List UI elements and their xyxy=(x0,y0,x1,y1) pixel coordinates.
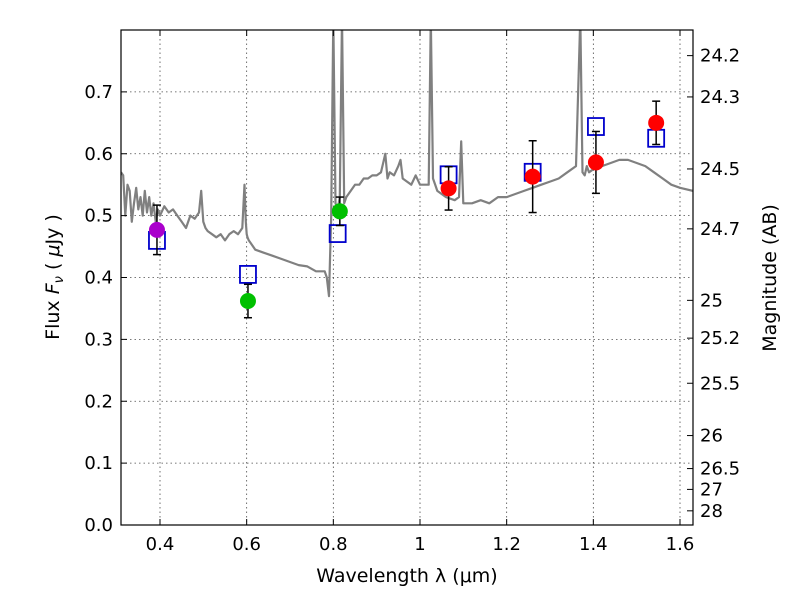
y-tick-label: 0.3 xyxy=(84,329,113,350)
x-tick-label: 1 xyxy=(414,534,425,555)
magnitude-tick-label: 24.2 xyxy=(700,46,740,67)
magnitude-tick-label: 25 xyxy=(700,290,723,311)
observed-flux-point xyxy=(239,293,256,310)
y-tick-label: 0.6 xyxy=(84,144,113,165)
x-tick-label: 1.6 xyxy=(666,534,695,555)
plot-frame xyxy=(120,29,694,526)
magnitude-tick-label: 24.5 xyxy=(700,159,740,180)
observed-flux-point xyxy=(587,154,604,171)
x-tick-label: 0.6 xyxy=(232,534,261,555)
magnitude-tick-label: 25.5 xyxy=(700,373,740,394)
y-tick-label: 0.4 xyxy=(84,268,113,289)
observed-flux-point xyxy=(440,180,457,197)
y-tick-label: 0.5 xyxy=(84,206,113,227)
magnitude-tick-label: 27 xyxy=(700,479,723,500)
sed-model-layer xyxy=(121,30,693,298)
y-tick-label: 0.7 xyxy=(84,82,113,103)
magnitude-tick-label: 26.5 xyxy=(700,459,740,480)
magnitude-tick-label: 24.3 xyxy=(700,87,740,108)
magnitude-tick-label: 24.7 xyxy=(700,219,740,240)
magnitude-tick-label: 26 xyxy=(700,426,723,447)
observed-flux-point xyxy=(148,221,165,238)
observed-flux-point xyxy=(331,203,348,220)
x-tick-label: 0.8 xyxy=(319,534,348,555)
x-tick-label: 0.4 xyxy=(146,534,175,555)
y-tick-label: 0.0 xyxy=(84,515,113,536)
observed-flux-point xyxy=(524,168,541,185)
observed-flux-point xyxy=(648,114,665,131)
observed-photometry-layer xyxy=(148,100,665,319)
y-tick-label: 0.2 xyxy=(84,391,113,412)
model-photometry-point xyxy=(239,265,257,284)
x-tick-label: 1.4 xyxy=(579,534,608,555)
x-axis-label: Wavelength λ (μm) xyxy=(316,565,497,587)
x-tick-label: 1.2 xyxy=(492,534,521,555)
axis-ticks: 0.4 0.6 0.8 1 1.2 1.4 1.6 0.0 0.1 0.2 0.3 0.4 0.5 0.6… xyxy=(84,30,740,555)
magnitude-tick-label: 28 xyxy=(700,501,723,522)
sed-model-curve xyxy=(121,30,693,298)
grid-lines xyxy=(121,30,693,525)
y-axis-label: Flux Fν ( μJy ) xyxy=(42,214,67,340)
right-axis-label: Magnitude (AB) xyxy=(759,204,781,352)
y-tick-label: 0.1 xyxy=(84,453,113,474)
magnitude-tick-label: 25.2 xyxy=(700,328,740,349)
